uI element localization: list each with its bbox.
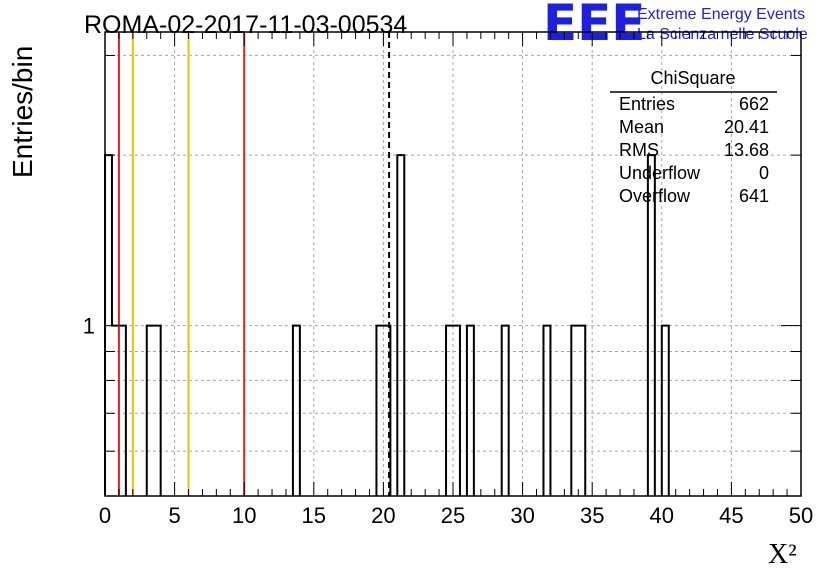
histogram-bin	[578, 326, 585, 496]
histogram-bin	[502, 326, 509, 496]
eee-logo: EEE Extreme Energy Events La Scienza nel…	[543, 0, 808, 52]
y-tick-label: 1	[83, 314, 95, 339]
histogram-bin	[571, 326, 578, 496]
stats-box: ChiSquare Entries 662 Mean 20.41 RMS 13.68 Und…	[610, 68, 777, 206]
stats-label: Overflow	[619, 186, 691, 206]
stats-label: Underflow	[619, 163, 701, 183]
stats-value: 641	[739, 186, 769, 206]
reference-lines	[117, 32, 391, 496]
stats-rows: Entries 662 Mean 20.41 RMS 13.68 Underflow 0 Ove…	[619, 94, 769, 206]
histogram-bin	[662, 326, 669, 496]
x-tick-label: 25	[441, 503, 465, 528]
x-tick-label: 20	[371, 503, 395, 528]
x-tick-labels: 0 5 10 15 20 25 30 35 40 45 50	[99, 503, 813, 528]
x-tick-label: 35	[580, 503, 604, 528]
x-tick-label: 40	[650, 503, 674, 528]
x-tick-label: 45	[719, 503, 743, 528]
axes	[104, 31, 802, 497]
logo-mark: EEE	[543, 0, 645, 52]
y-axis-label: Entries/bin	[7, 46, 38, 178]
histogram-bin	[397, 155, 404, 496]
stats-value: 0	[759, 163, 769, 183]
stats-label: Mean	[619, 117, 664, 137]
histogram-bin	[383, 326, 390, 496]
histogram-bin	[154, 326, 161, 496]
stats-value: 20.41	[724, 117, 769, 137]
x-tick-label: 50	[789, 503, 813, 528]
chart-title: ROMA-02-2017-11-03-00534	[84, 11, 407, 39]
x-tick-label: 10	[232, 503, 256, 528]
x-tick-label: 0	[99, 503, 111, 528]
x-axis-label: X²	[768, 539, 797, 570]
x-tick-label: 5	[168, 503, 180, 528]
histogram-bin	[453, 326, 460, 496]
histogram-bin	[376, 326, 383, 496]
x-tick-label: 15	[302, 503, 326, 528]
histogram-bin	[147, 326, 154, 496]
histogram-bin	[446, 326, 453, 496]
stats-label: Entries	[619, 94, 675, 114]
stats-label: RMS	[619, 140, 659, 160]
histogram-bin	[119, 326, 126, 496]
x-tick-label: 30	[510, 503, 534, 528]
stats-value: 13.68	[724, 140, 769, 160]
stats-title: ChiSquare	[650, 68, 735, 88]
y-tick-labels: 1	[83, 314, 95, 339]
logo-line-2: La Scienza nelle Scuole	[637, 26, 808, 43]
stats-value: 662	[739, 94, 769, 114]
histogram-bin	[467, 326, 474, 496]
histogram-bin	[293, 326, 300, 496]
histogram-bin	[648, 155, 655, 496]
histogram-bin	[543, 326, 550, 496]
logo-line-1: Extreme Energy Events	[637, 6, 805, 23]
